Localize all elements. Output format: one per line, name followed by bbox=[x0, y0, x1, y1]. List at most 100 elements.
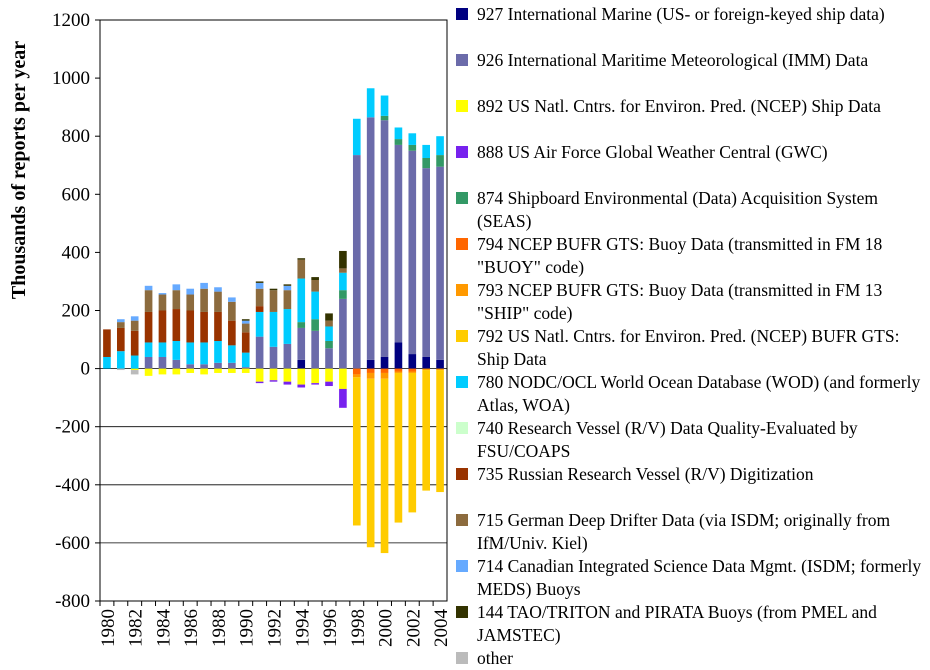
bar-segment bbox=[186, 368, 195, 373]
bar-segment bbox=[283, 290, 292, 310]
legend-swatch bbox=[456, 100, 468, 112]
legend-swatch bbox=[456, 54, 468, 66]
legend-swatch bbox=[456, 468, 468, 480]
bar-segment bbox=[130, 355, 139, 369]
bar-segment bbox=[200, 282, 208, 289]
y-tick-label: -800 bbox=[55, 591, 90, 612]
bar-segment bbox=[366, 88, 375, 118]
bar-segment bbox=[158, 293, 167, 295]
y-tick-label: -400 bbox=[55, 475, 90, 496]
bar-segment bbox=[255, 288, 264, 307]
bar-segment bbox=[325, 348, 333, 369]
bar-segment bbox=[144, 285, 153, 291]
bar-segment bbox=[325, 368, 333, 382]
legend-item: 793 NCEP BUFR GTS: Buoy Data (transmitte… bbox=[456, 279, 927, 325]
bar-segment bbox=[408, 133, 417, 145]
legend-swatch bbox=[456, 330, 468, 342]
bar-segment bbox=[269, 290, 278, 312]
bar-segment bbox=[103, 356, 111, 369]
legend-swatch bbox=[456, 238, 468, 250]
bar-segment bbox=[158, 342, 167, 357]
bar-segment bbox=[380, 356, 389, 369]
legend-swatch bbox=[456, 652, 468, 664]
legend-label: 888 US Air Force Global Weather Central … bbox=[477, 142, 828, 162]
bar-segment bbox=[311, 330, 319, 369]
y-tick-label: 1200 bbox=[52, 10, 90, 31]
bar-segment bbox=[144, 368, 153, 376]
y-tick-label: 1000 bbox=[52, 68, 90, 89]
bar-segment bbox=[255, 336, 264, 369]
x-tick-label: 1990 bbox=[237, 609, 258, 647]
legend-item: 926 International Maritime Meteorologica… bbox=[456, 49, 927, 72]
x-tick-label: 1996 bbox=[320, 609, 341, 647]
bar-segment bbox=[269, 346, 278, 369]
bar-segment bbox=[172, 309, 181, 342]
x-tick-label: 1984 bbox=[153, 609, 174, 648]
bar-segment bbox=[436, 368, 444, 371]
bar-segment bbox=[172, 368, 181, 375]
bar-segment bbox=[117, 319, 125, 323]
legend-swatch bbox=[456, 422, 468, 434]
bar-segment bbox=[228, 301, 236, 321]
bar-segment bbox=[214, 341, 222, 363]
bar-segment bbox=[241, 352, 250, 368]
bar-segment bbox=[214, 368, 222, 373]
bar-segment bbox=[241, 323, 250, 333]
legend-item: 927 International Marine (US- or foreign… bbox=[456, 3, 927, 26]
bar-segment bbox=[144, 290, 153, 312]
bar-segment bbox=[172, 284, 181, 291]
bar-segment bbox=[241, 368, 250, 373]
bar-segment bbox=[366, 368, 375, 373]
bar-segment bbox=[325, 381, 333, 387]
legend-swatch bbox=[456, 284, 468, 296]
legend-swatch bbox=[456, 606, 468, 618]
bar-segment bbox=[297, 384, 306, 388]
bar-segment bbox=[269, 288, 278, 291]
bar-segment bbox=[186, 342, 195, 365]
x-tick-label: 1980 bbox=[98, 609, 119, 647]
bar-segment bbox=[214, 287, 222, 292]
bar-segment bbox=[200, 368, 208, 375]
bar-segment bbox=[297, 278, 306, 323]
legend-item: other bbox=[456, 647, 927, 670]
legend-item: 874 Shipboard Environmental (Data) Acqui… bbox=[456, 187, 927, 233]
y-tick-label: 600 bbox=[62, 184, 91, 205]
legend-item: 792 US Natl. Cntrs. for Environ. Pred. (… bbox=[456, 325, 927, 371]
bar-segment bbox=[311, 383, 319, 385]
y-tick-label: 800 bbox=[62, 126, 91, 147]
bar-segment bbox=[241, 320, 250, 324]
bar-segment bbox=[283, 285, 292, 291]
bar-segment bbox=[200, 342, 208, 365]
bar-segment bbox=[394, 342, 403, 369]
legend-label: 714 Canadian Integrated Science Data Mgm… bbox=[477, 556, 922, 599]
bar-segment bbox=[255, 311, 264, 337]
y-tick-label: 400 bbox=[62, 242, 91, 263]
bar-segment bbox=[325, 313, 333, 321]
bar-segment bbox=[283, 343, 292, 369]
bar-segment bbox=[339, 368, 347, 389]
legend-label: 926 International Maritime Meteorologica… bbox=[477, 50, 869, 70]
bar-segment bbox=[422, 370, 430, 491]
bar-segment bbox=[297, 359, 306, 369]
y-tick-label: 200 bbox=[62, 301, 91, 322]
bar-segment bbox=[283, 368, 292, 382]
y-tick-label: 0 bbox=[81, 359, 91, 380]
legend-swatch bbox=[456, 376, 468, 388]
bar-segment bbox=[325, 320, 333, 327]
legend-item: 794 NCEP BUFR GTS: Buoy Data (transmitte… bbox=[456, 233, 927, 279]
legend-label: 874 Shipboard Environmental (Data) Acqui… bbox=[477, 188, 878, 231]
bar-segment bbox=[366, 378, 375, 548]
bar-segment bbox=[255, 306, 264, 312]
bar-segment bbox=[255, 381, 264, 384]
legend-label: 780 NODC/OCL World Ocean Database (WOD) … bbox=[477, 372, 921, 415]
x-tick-label: 1994 bbox=[292, 609, 313, 648]
y-tick-label: -600 bbox=[55, 533, 90, 554]
bar-segment bbox=[172, 341, 181, 360]
bar-segment bbox=[200, 288, 208, 312]
bar-segment bbox=[422, 368, 430, 371]
x-tick-label: 2002 bbox=[403, 609, 424, 647]
bar-segment bbox=[214, 311, 222, 342]
bar-segment bbox=[269, 311, 278, 347]
bar-segment bbox=[436, 155, 444, 167]
bar-segment bbox=[422, 356, 430, 369]
